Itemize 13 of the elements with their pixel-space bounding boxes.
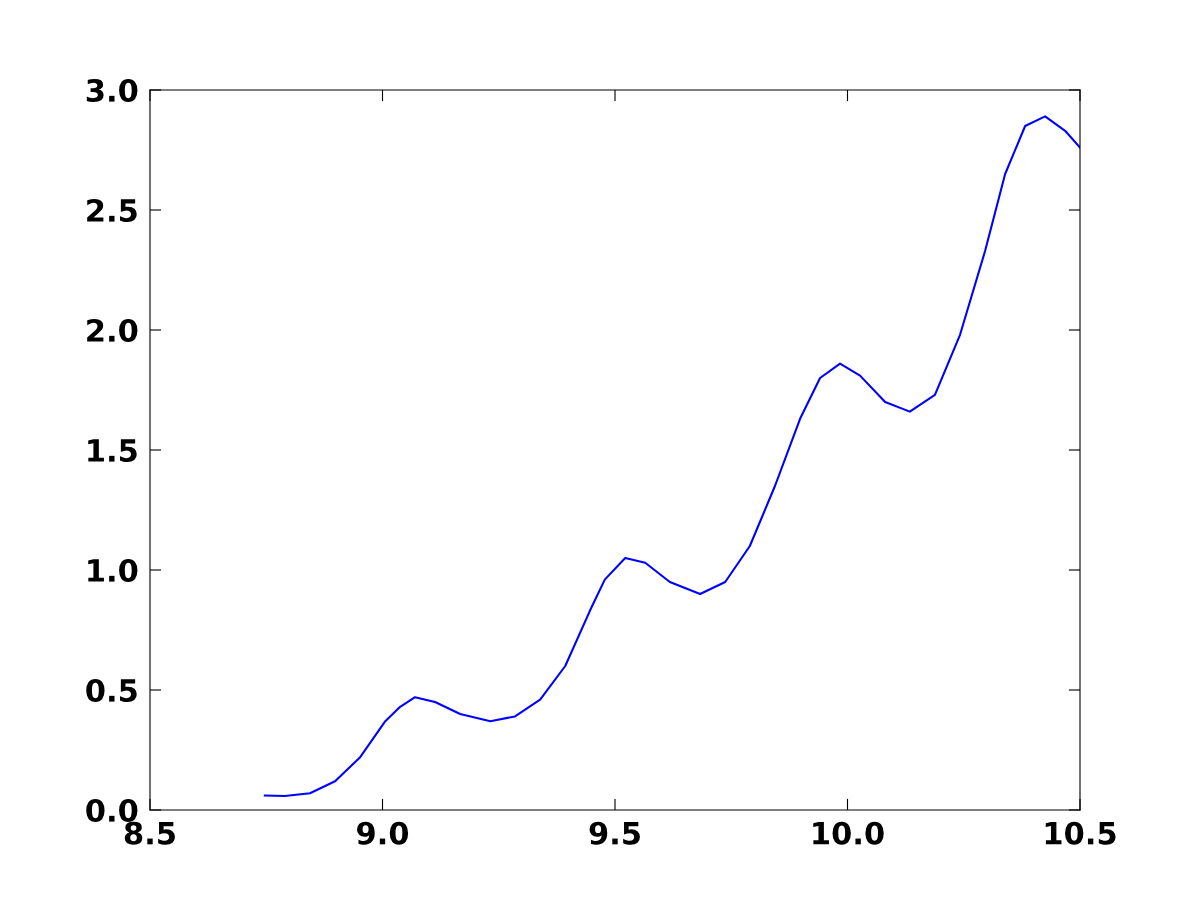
y-tick-label: 1.0: [88, 558, 138, 583]
x-tick-label: 8.5: [124, 821, 175, 845]
y-tick-label: 3.0: [86, 78, 138, 103]
x-tick-label: 9.5: [589, 821, 640, 845]
y-tick-label: 1.5: [88, 439, 137, 463]
x-tick-label: 10.0: [813, 821, 884, 845]
y-tick-label: 0.5: [86, 678, 137, 703]
y-tick-label: 2.5: [87, 198, 137, 223]
line-series: [263, 115, 1080, 798]
y-tick-label: 2.0: [87, 318, 138, 343]
y-tick-label: 0.0: [86, 798, 138, 823]
x-tick-label: 9.0: [357, 821, 409, 845]
x-tick-label: 10.5: [1045, 821, 1116, 845]
